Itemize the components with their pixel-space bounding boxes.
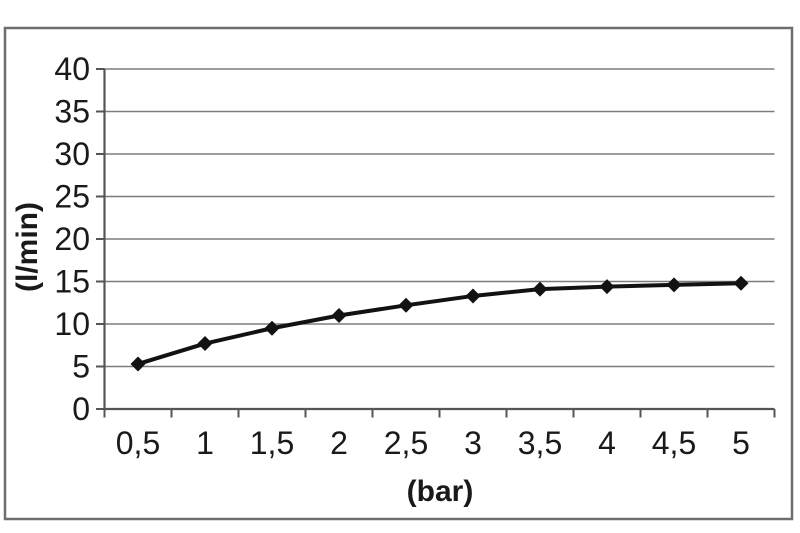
y-tick-label-40: 40 (54, 51, 90, 87)
data-point-marker-6 (465, 288, 481, 304)
y-tick-label-0: 0 (72, 391, 90, 427)
data-point-marker-5 (398, 297, 414, 313)
x-tick-label-3: 1,5 (250, 425, 294, 461)
chart-frame-border (3, 26, 794, 521)
data-series (130, 275, 749, 372)
y-axis-tick-labels: 0 5 10 15 20 25 30 35 40 (54, 51, 90, 427)
x-tick-label-9: 4,5 (652, 425, 696, 461)
x-tick-label-4: 2 (330, 425, 348, 461)
x-tick-label-6: 3 (464, 425, 482, 461)
y-tick-label-20: 20 (54, 221, 90, 257)
y-tick-label-30: 30 (54, 136, 90, 172)
y-tick-label-25: 25 (54, 179, 90, 215)
y-axis-title: (l/min) (11, 202, 44, 292)
data-point-marker-7 (532, 281, 548, 297)
x-tick-label-5: 2,5 (384, 425, 428, 461)
x-tick-label-8: 4 (598, 425, 616, 461)
data-point-marker-8 (599, 279, 615, 295)
data-point-marker-3 (264, 320, 280, 336)
y-tick-label-5: 5 (72, 349, 90, 385)
y-axis-ticks (96, 68, 105, 410)
y-tick-label-15: 15 (54, 264, 90, 300)
data-point-marker-9 (666, 277, 682, 293)
data-point-marker-10 (733, 275, 749, 291)
x-tick-label-2: 1 (196, 425, 214, 461)
y-tick-label-35: 35 (54, 94, 90, 130)
x-axis-title: (bar) (407, 475, 474, 508)
x-axis-tick-labels: 0,5 1 1,5 2 2,5 3 3,5 4 4,5 5 (116, 425, 750, 461)
data-point-marker-1 (130, 356, 146, 372)
flow-rate-curve-line (137, 281, 742, 366)
data-point-marker-2 (197, 336, 213, 352)
x-tick-label-10: 5 (732, 425, 750, 461)
data-point-marker-4 (331, 308, 347, 323)
x-tick-label-7: 3,5 (518, 425, 562, 461)
x-axis-ticks (103, 409, 776, 418)
y-tick-label-10: 10 (54, 306, 90, 342)
x-tick-label-1: 0,5 (116, 425, 160, 461)
gridlines (104, 68, 775, 368)
